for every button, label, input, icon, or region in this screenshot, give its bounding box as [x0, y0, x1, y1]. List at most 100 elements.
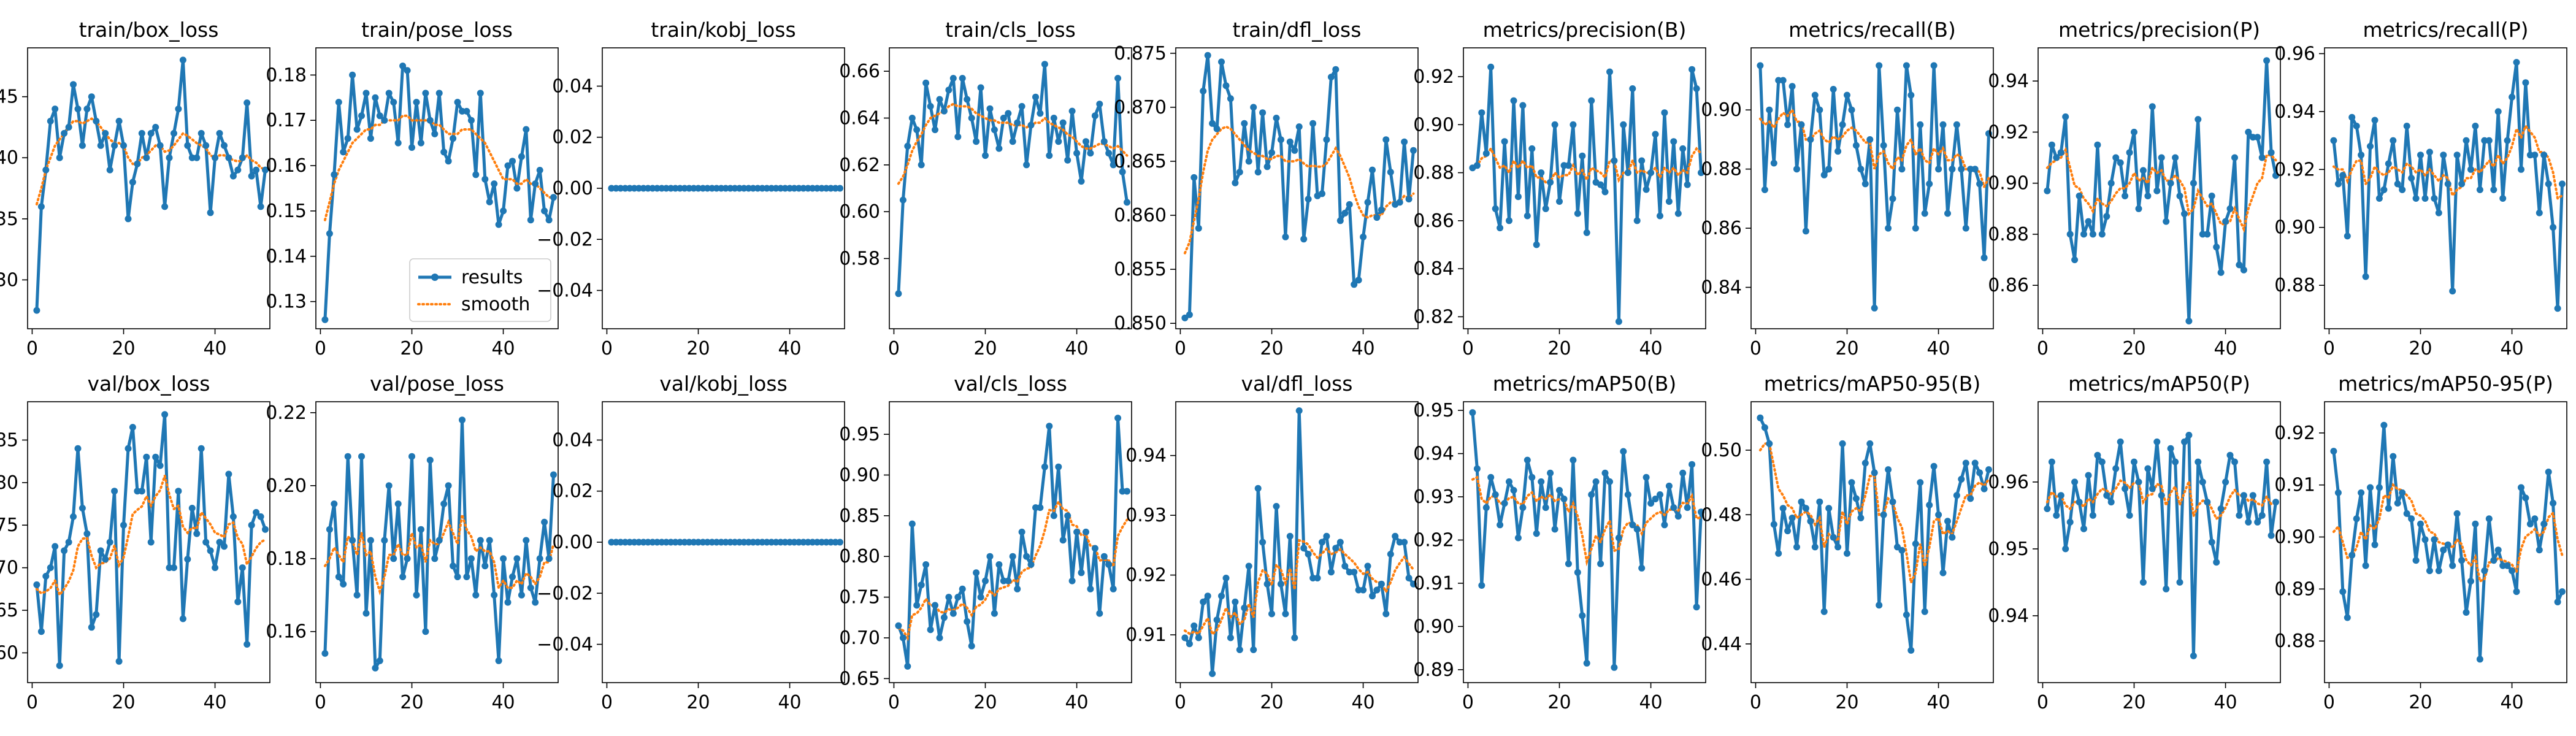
data-point: [2550, 499, 2557, 507]
data-point: [1674, 513, 1682, 520]
data-point: [212, 154, 219, 161]
data-point: [1478, 109, 1485, 117]
data-point: [2339, 172, 2347, 179]
data-point: [358, 453, 365, 460]
data-point: [335, 99, 342, 106]
data-point: [1825, 505, 1833, 512]
y-tick-label: 0.64: [839, 108, 880, 129]
series-line-smooth: [323, 114, 555, 221]
data-point: [2449, 288, 2456, 295]
data-point: [527, 584, 534, 591]
data-point: [922, 79, 930, 86]
data-point: [1921, 608, 1928, 615]
data-point: [1971, 459, 1979, 467]
data-point: [344, 453, 351, 460]
data-point: [197, 445, 205, 452]
data-point: [1190, 622, 1198, 629]
y-tick-label: 0.95: [1413, 400, 1454, 421]
data-point: [367, 537, 374, 544]
data-point: [1273, 115, 1280, 121]
data-point: [1323, 532, 1330, 540]
data-point: [1204, 52, 1211, 59]
data-point: [445, 482, 452, 489]
data-point: [1538, 478, 1545, 485]
data-point: [1473, 465, 1481, 472]
data-point: [1027, 121, 1035, 129]
panel-title: train/box_loss: [79, 18, 219, 42]
data-point: [1245, 562, 1252, 570]
data-point: [353, 126, 361, 133]
data-point: [2098, 458, 2106, 466]
data-point: [982, 577, 989, 585]
data-point: [1693, 85, 1700, 92]
data-point: [2236, 512, 2243, 519]
data-point: [477, 537, 484, 544]
y-tick-label: 0.91: [1125, 624, 1167, 646]
data-point: [1825, 166, 1833, 173]
data-point: [1222, 82, 1230, 90]
data-point: [1876, 602, 1883, 609]
x-tick-label: 0: [1462, 692, 1474, 713]
y-tick-label: 0.85: [839, 505, 880, 527]
plot-area: [608, 185, 843, 192]
data-point: [1880, 511, 1887, 518]
data-point: [472, 171, 480, 178]
y-tick-label: 0.02: [552, 481, 593, 502]
data-point: [1657, 491, 1663, 498]
y-tick-label: 0.92: [2274, 159, 2315, 180]
data-point: [1876, 62, 1883, 69]
y-tick-label: 0.94: [1413, 443, 1454, 465]
panel-train-box-loss: train/box_loss 0 20 40 1.30 1.35 1.40 1.45: [0, 18, 270, 359]
data-point: [1953, 492, 1960, 499]
data-point: [106, 166, 113, 174]
data-point: [1538, 169, 1545, 177]
data-point: [1369, 166, 1376, 174]
plot-area: [1181, 52, 1417, 321]
data-point: [1037, 110, 1044, 117]
data-point: [1820, 608, 1828, 615]
y-tick-label: 1.60: [0, 642, 18, 664]
data-point: [1268, 610, 1275, 618]
data-point: [2518, 484, 2524, 491]
x-tick-label: 20: [400, 338, 423, 359]
data-point: [1871, 469, 1878, 477]
y-tick-label: 0.82: [1413, 306, 1454, 328]
data-point: [225, 470, 232, 478]
data-point: [454, 573, 461, 580]
plot-frame: [315, 401, 559, 683]
data-point: [2399, 489, 2406, 496]
data-point: [2444, 180, 2451, 188]
plot-frame: [2037, 47, 2281, 329]
data-point: [1300, 545, 1308, 552]
data-point: [1300, 236, 1308, 243]
y-tick-label: 0.00: [552, 178, 593, 199]
data-point: [1514, 193, 1522, 201]
data-point: [1820, 171, 1828, 178]
data-point: [1055, 463, 1062, 470]
data-point: [2348, 551, 2356, 559]
data-point: [413, 99, 420, 106]
data-point: [2053, 154, 2060, 161]
data-point: [2380, 186, 2388, 193]
series-line-smooth: [1183, 539, 1415, 637]
data-point: [1382, 136, 1390, 144]
data-point: [1096, 101, 1103, 108]
panel-metrics-map50-p: metrics/mAP50(P) 0 20 40 0.94 0.95 0.96: [1988, 372, 2281, 713]
data-point: [513, 185, 521, 192]
data-point: [463, 573, 470, 580]
data-point: [1533, 530, 1540, 537]
x-tick-label: 20: [1547, 692, 1571, 713]
data-point: [229, 513, 237, 520]
data-point: [2222, 218, 2229, 225]
data-point: [495, 657, 502, 664]
data-point: [2476, 656, 2483, 663]
data-point: [184, 142, 191, 149]
y-tick-label: 0.92: [1413, 66, 1454, 88]
data-point: [1944, 210, 1951, 217]
data-point: [202, 539, 210, 546]
data-point: [2231, 154, 2238, 161]
data-point: [2240, 266, 2247, 274]
x-tick-label: 20: [2122, 338, 2145, 359]
panel-title: metrics/precision(B): [1483, 18, 1687, 42]
data-point: [2080, 525, 2087, 532]
